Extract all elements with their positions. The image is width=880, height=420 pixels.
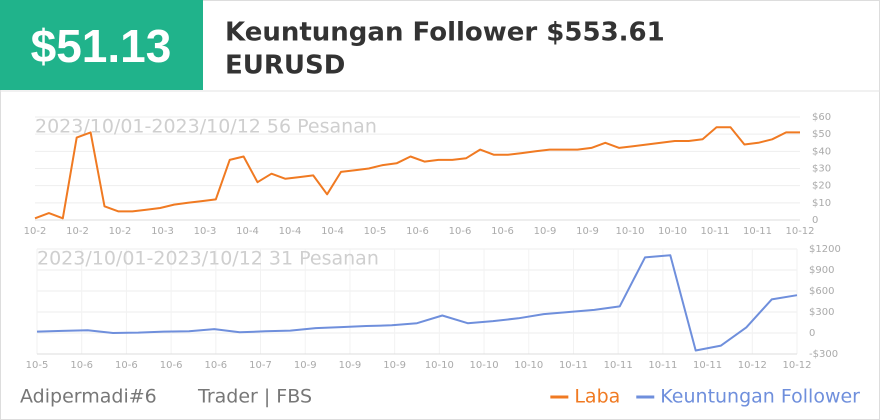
user: Adipermadi#6 (20, 386, 157, 408)
x-tick-label: 10-12 (738, 360, 767, 371)
y-tick-label: $20 (812, 181, 831, 192)
amount-box (0, 0, 203, 90)
y-tick-label: $50 (812, 129, 831, 140)
y-tick-label: 0 (812, 215, 818, 226)
line (36, 254, 798, 352)
y-tick-label: $1200 (809, 244, 841, 255)
legend-label: Laba (574, 386, 620, 408)
symbol: EURUSD (225, 51, 345, 81)
x-tick-label: 10-11 (743, 226, 772, 237)
x-tick-label: 10-2 (24, 226, 47, 237)
y-tick-label: $900 (809, 265, 834, 276)
x-tick-label: 10-6 (449, 226, 472, 237)
x-tick-label: 10-6 (160, 360, 183, 371)
amount: $51.13 (31, 20, 172, 72)
x-tick-label: 10-5 (26, 360, 49, 371)
x-tick-label: 10-3 (151, 226, 174, 237)
chart-subtitle: 2023/10/01-2023/10/12 56 Pesanan (35, 116, 377, 138)
x-tick-label: 10-11 (693, 360, 722, 371)
x-tick-label: 10-6 (491, 226, 514, 237)
y-tick-label: $40 (812, 146, 831, 157)
x-tick-label: 10-6 (406, 226, 429, 237)
x-tick-label: 10-6 (204, 360, 227, 371)
title: Keuntungan Follower $553.61 (225, 18, 665, 48)
x-tick-label: 10-10 (425, 360, 454, 371)
y-tick-label: $60 (812, 112, 831, 123)
x-tick-label: 10-11 (700, 226, 729, 237)
x-tick-label: 10-10 (470, 360, 499, 371)
x-tick-label: 10-11 (648, 360, 677, 371)
legend: Keuntungan Follower Laba (550, 386, 860, 408)
x-tick-label: 10-12 (782, 360, 811, 371)
x-tick-label: 10-11 (604, 360, 633, 371)
x-tick-label: 10-9 (576, 226, 599, 237)
x-tick-label: 10-10 (658, 226, 687, 237)
x-tick-label: 10-9 (339, 360, 362, 371)
x-tick-label: 10-6 (70, 360, 93, 371)
x-tick-label: 10-2 (66, 226, 89, 237)
x-tick-label: 10-4 (279, 226, 302, 237)
x-tick-label: 10-9 (294, 360, 317, 371)
y-tick-label: 0 (809, 328, 815, 339)
x-tick-label: 10-9 (383, 360, 406, 371)
x-tick-label: 10-5 (364, 226, 387, 237)
x-tick-label: 10-7 (249, 360, 272, 371)
x-tick-label: 10-4 (236, 226, 259, 237)
x-tick-label: 10-10 (514, 360, 543, 371)
x-tick-label: 10-2 (109, 226, 132, 237)
x-tick-label: 10-11 (559, 360, 588, 371)
y-tick-label: -$300 (809, 349, 838, 360)
y-tick-label: $600 (809, 286, 834, 297)
x-tick-label: 10-12 (785, 226, 814, 237)
x-tick-label: 10-10 (615, 226, 644, 237)
y-tick-label: $10 (812, 198, 831, 209)
y-tick-label: $300 (809, 307, 834, 318)
x-tick-label: 10-3 (194, 226, 217, 237)
x-tick-label: 10-9 (534, 226, 557, 237)
x-tick-label: 10-4 (321, 226, 344, 237)
x-tick-label: 10-6 (115, 360, 138, 371)
broker: Trader | FBS (197, 386, 312, 408)
line (34, 126, 800, 220)
y-tick-label: $30 (812, 164, 831, 175)
legend-label: Keuntungan Follower (660, 386, 860, 408)
chart-subtitle: 2023/10/01-2023/10/12 31 Pesanan (37, 248, 379, 270)
